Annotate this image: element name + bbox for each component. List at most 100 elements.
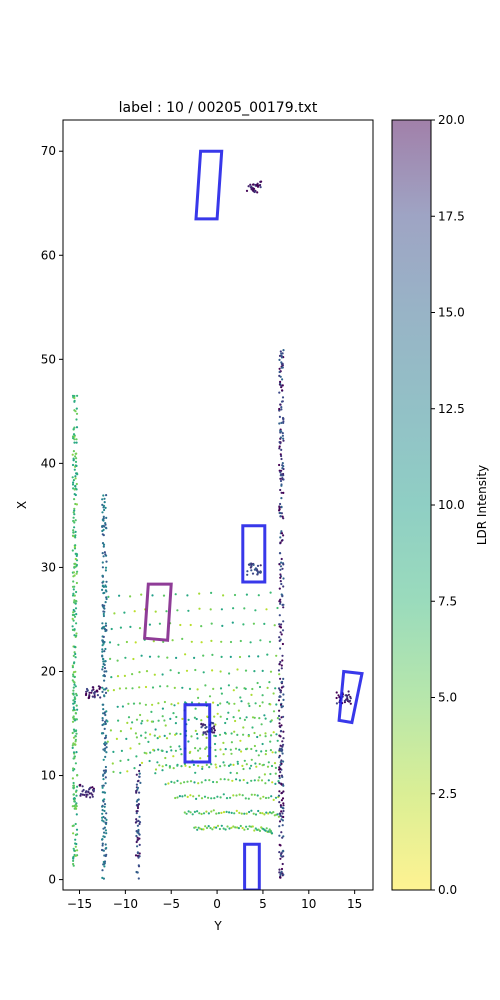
- scatter-point: [104, 736, 107, 739]
- scatter-point: [280, 870, 283, 873]
- scatter-point: [103, 862, 106, 865]
- scatter-point: [253, 190, 256, 193]
- scatter-point: [135, 736, 138, 739]
- scatter-point: [72, 751, 76, 754]
- scatter-point: [72, 728, 76, 731]
- scatter-point: [101, 717, 104, 720]
- scatter-point: [74, 562, 77, 566]
- scatter-point: [204, 684, 207, 687]
- scatter-point: [75, 472, 78, 475]
- scatter-point: [210, 622, 213, 625]
- scatter-point: [230, 826, 233, 829]
- scatter-point: [278, 790, 281, 793]
- scatter-point: [280, 799, 283, 802]
- scatter-point: [211, 653, 214, 657]
- x-tick-label: −5: [162, 897, 180, 911]
- scatter-point: [276, 717, 279, 720]
- scatter-point: [193, 716, 196, 719]
- scatter-point: [264, 829, 267, 832]
- scatter-point: [206, 715, 209, 718]
- scatter-point: [222, 594, 225, 597]
- scatter-point: [102, 658, 105, 661]
- scatter-point: [239, 739, 242, 742]
- scatter-point: [168, 732, 171, 735]
- scatter-point: [157, 702, 160, 705]
- scatter-point: [204, 701, 208, 704]
- scatter-point: [223, 731, 227, 735]
- scatter-point: [184, 653, 187, 656]
- scatter-point: [161, 769, 164, 772]
- scatter-point: [101, 876, 104, 880]
- scatter-point: [104, 522, 107, 525]
- scatter-point: [101, 639, 104, 642]
- scatter-point: [103, 695, 106, 698]
- scatter-point: [252, 622, 255, 625]
- scatter-point: [240, 750, 243, 753]
- scatter-point: [164, 783, 167, 786]
- scatter-point: [157, 719, 160, 722]
- scatter-point: [71, 463, 75, 467]
- scatter-point: [72, 673, 75, 676]
- scatter-point: [129, 747, 132, 750]
- scatter-point: [278, 774, 281, 778]
- scatter-point: [149, 751, 152, 754]
- scatter-point: [210, 810, 213, 813]
- label-box: [194, 149, 224, 221]
- scatter-point: [281, 748, 284, 751]
- scatter-point: [165, 750, 168, 754]
- scatter-point: [278, 871, 281, 874]
- scatter-point: [214, 748, 217, 752]
- scatter-point: [85, 795, 88, 798]
- scatter-point: [253, 779, 256, 782]
- scatter-point: [72, 459, 75, 462]
- scatter-point: [123, 674, 126, 678]
- scatter-point: [228, 672, 231, 675]
- scatter-point: [179, 732, 182, 736]
- scatter-point: [282, 585, 285, 588]
- scatter-point: [231, 621, 234, 624]
- scatter-point: [279, 380, 282, 383]
- scatter-point: [259, 797, 262, 800]
- scatter-point: [279, 660, 282, 664]
- scatter-point: [109, 729, 112, 732]
- scatter-point: [72, 736, 76, 739]
- scatter-point: [279, 677, 282, 680]
- scatter-point: [280, 421, 283, 424]
- scatter-point: [102, 778, 105, 781]
- scatter-point: [105, 746, 108, 749]
- scatter-point: [163, 719, 166, 722]
- scatter-point: [213, 826, 216, 829]
- scatter-point: [282, 809, 285, 813]
- scatter-point: [250, 758, 253, 761]
- scatter-point: [213, 742, 217, 746]
- scatter-point: [104, 601, 107, 604]
- scatter-point: [102, 543, 106, 546]
- scatter-point: [95, 689, 99, 692]
- scatter-point: [104, 584, 107, 587]
- scatter-point: [133, 610, 136, 613]
- scatter-point: [282, 693, 285, 696]
- scatter-point: [173, 686, 176, 690]
- scatter-point: [100, 848, 104, 852]
- scatter-point: [212, 809, 215, 812]
- scatter-point: [101, 844, 104, 847]
- scatter-point: [207, 796, 210, 799]
- scatter-point: [103, 625, 106, 629]
- scatter-point: [228, 811, 231, 814]
- scatter-point: [280, 491, 283, 494]
- y-tick-label: 20: [41, 664, 56, 678]
- scatter-point: [148, 759, 151, 763]
- scatter-point: [281, 745, 284, 748]
- scatter-point: [102, 773, 105, 776]
- scatter-point: [103, 640, 106, 644]
- scatter-point: [72, 487, 75, 490]
- scatter-point: [72, 611, 75, 614]
- scatter-point: [102, 748, 105, 751]
- scatter-point: [254, 567, 257, 570]
- scatter-point: [71, 435, 75, 438]
- scatter-point: [137, 819, 140, 823]
- scatter-point: [282, 737, 285, 740]
- scatter-point: [144, 685, 148, 689]
- scatter-point: [279, 814, 282, 817]
- scatter-point: [101, 588, 104, 592]
